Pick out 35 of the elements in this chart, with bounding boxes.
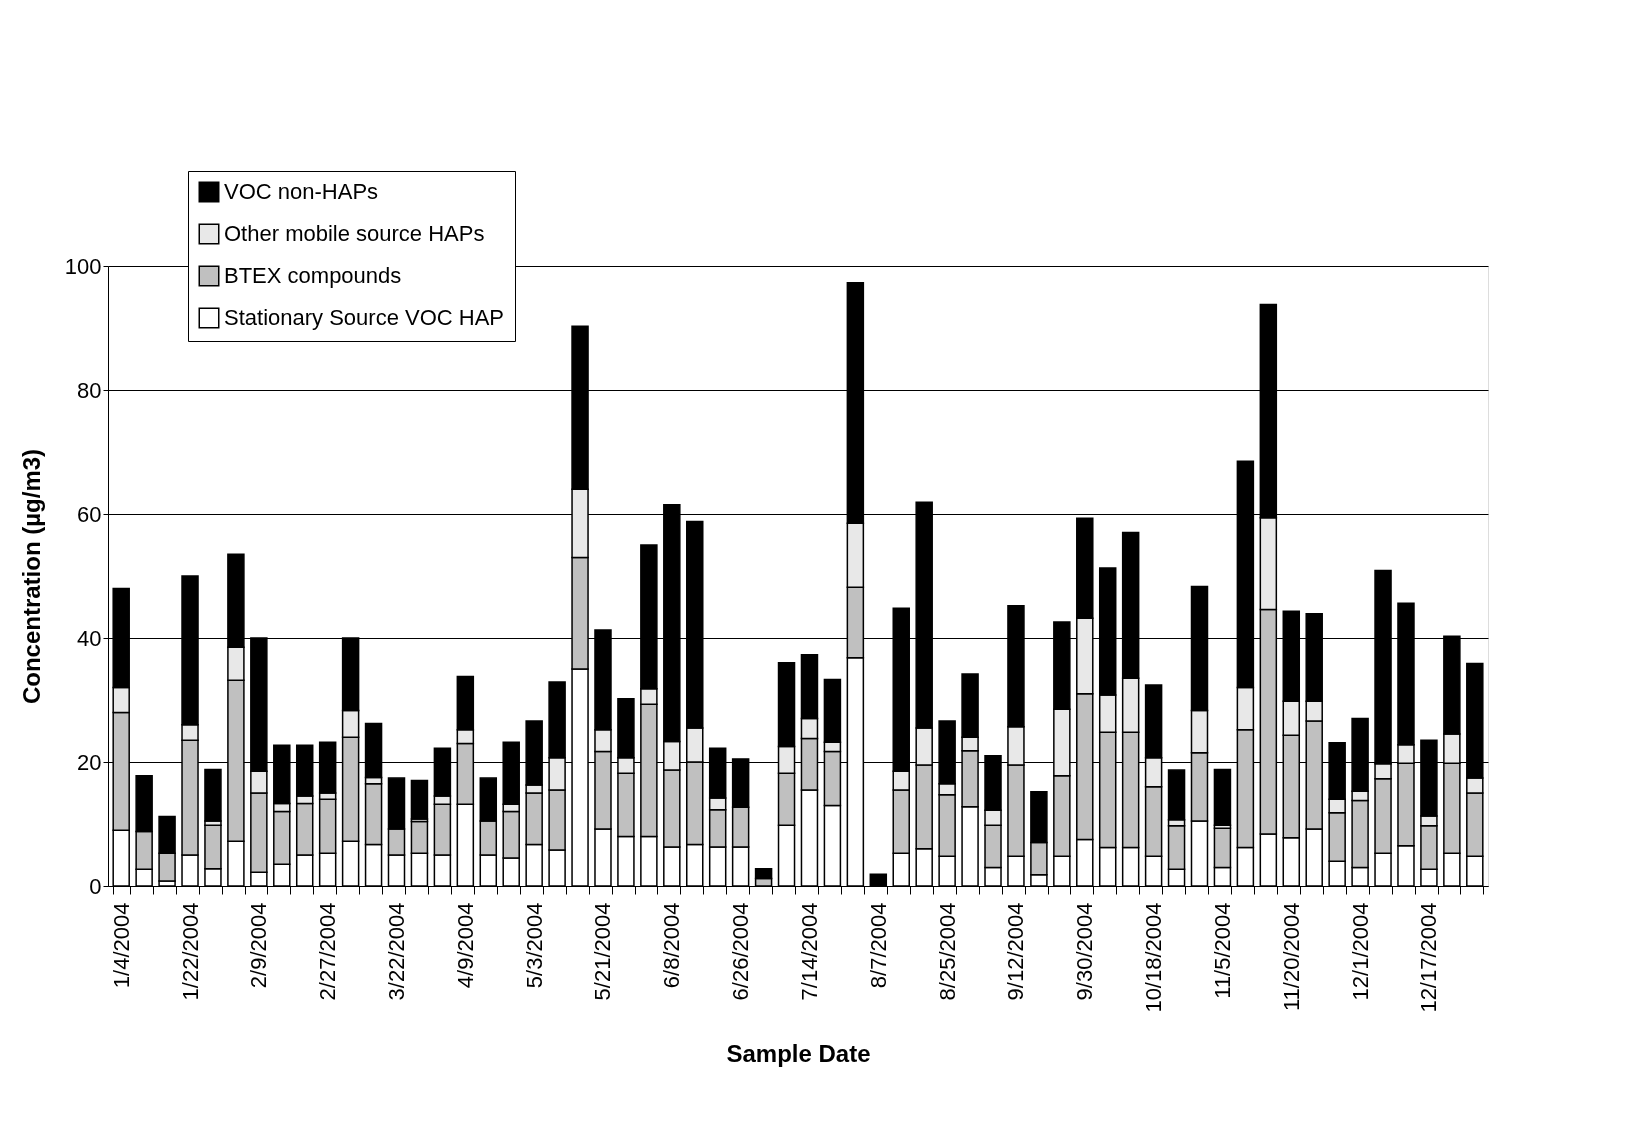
x-axis-title: Sample Date — [726, 1039, 871, 1067]
bar — [1213, 768, 1232, 826]
bar — [204, 768, 222, 822]
x-tick-label: 1/22/2004 — [177, 902, 203, 1001]
legend-label: VOC non-HAPs — [224, 179, 379, 204]
bar — [410, 779, 429, 820]
x-tick-label: 11/20/2004 — [1278, 902, 1304, 1011]
x-tick-label: 1/4/2004 — [108, 902, 134, 989]
x-tick-label: 11/5/2004 — [1209, 902, 1235, 999]
x-tick-label: 2/9/2004 — [246, 902, 272, 989]
x-tick-label: 9/12/2004 — [1003, 902, 1029, 1001]
x-tick-label: 7/14/2004 — [796, 902, 822, 1001]
x-tick-label: 10/18/2004 — [1141, 902, 1167, 1013]
x-tick-label: 8/25/2004 — [934, 902, 960, 1001]
x-tick-label: 6/8/2004 — [659, 902, 685, 989]
x-tick-label: 2/27/2004 — [315, 902, 341, 1001]
x-tick-label: 3/22/2004 — [384, 902, 409, 1001]
y-tick-label: 80 — [77, 377, 102, 403]
x-tick-label: 5/21/2004 — [590, 902, 616, 1001]
x-tick-label: 4/9/2004 — [452, 902, 478, 989]
y-tick-label: 100 — [64, 253, 102, 279]
y-tick-label: 40 — [77, 625, 102, 651]
x-tick-label: 12/1/2004 — [1347, 902, 1373, 1001]
x-tick-label: 12/17/2004 — [1416, 902, 1442, 1013]
x-tick-label: 8/7/2004 — [865, 902, 891, 989]
x-tick-label: 6/26/2004 — [728, 902, 754, 1001]
y-tick-label: 20 — [77, 749, 102, 775]
x-tick-label: 5/3/2004 — [521, 902, 547, 989]
legend-label: Stationary Source VOC HAP — [224, 305, 505, 330]
legend-label: Other mobile source HAPs — [224, 221, 485, 246]
y-axis-title: Concentration (µg/m3) — [17, 448, 45, 705]
y-tick-label: 60 — [77, 501, 102, 527]
y-tick-label: 0 — [89, 873, 102, 899]
legend-label: BTEX compounds — [224, 263, 402, 288]
x-tick-label: 9/30/2004 — [1072, 902, 1098, 1001]
